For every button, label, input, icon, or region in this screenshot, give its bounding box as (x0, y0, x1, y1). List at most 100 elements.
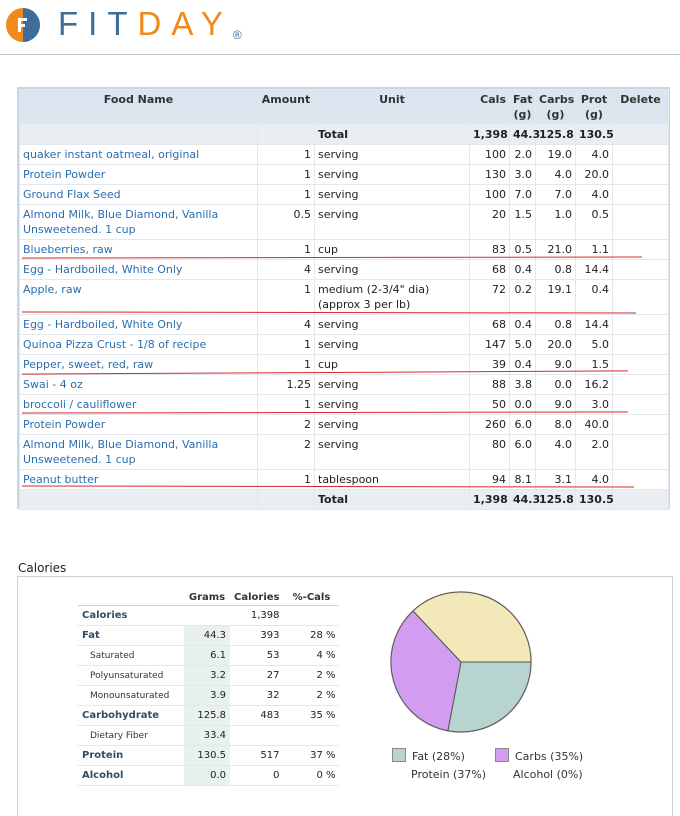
calories-panel (17, 576, 673, 816)
legend-carbs-label: Carbs (35%) (515, 750, 584, 763)
food-amount[interactable]: 1 (257, 144, 315, 165)
nutrient-calories: 1,398 (230, 605, 284, 626)
food-unit[interactable]: serving (314, 164, 470, 185)
food-prot: 5.0 (575, 334, 613, 355)
food-cals: 20 (469, 204, 510, 240)
food-carbs: 3.1 (535, 469, 576, 490)
food-amount[interactable]: 1 (257, 164, 315, 185)
food-fat: 7.0 (509, 184, 536, 205)
nutrient-pct (283, 725, 340, 746)
col-prot[interactable]: Prot (g) (575, 89, 613, 125)
nutrient-row: Protein 130.5 517 37 % (78, 745, 340, 766)
nutrient-calories: 517 (230, 745, 284, 766)
food-amount[interactable]: 1 (257, 334, 315, 355)
food-amount[interactable]: 0.5 (257, 204, 315, 240)
food-name-link[interactable]: Swai - 4 oz (19, 374, 258, 395)
food-unit[interactable]: serving (314, 314, 470, 335)
food-name-link[interactable]: Almond Milk, Blue Diamond, Vanilla Unswe… (19, 204, 258, 240)
nutrient-grams: 0.0 (184, 765, 230, 786)
nutrient-calories: 0 (230, 765, 284, 786)
food-amount[interactable]: 4 (257, 314, 315, 335)
food-carbs: 20.0 (535, 334, 576, 355)
nutrient-label: Monounsaturated (78, 685, 184, 706)
food-name-link[interactable]: Egg - Hardboiled, White Only (19, 314, 258, 335)
legend-fat: Fat (28%) (392, 748, 465, 763)
delete-cell[interactable] (612, 434, 669, 470)
food-unit[interactable]: serving (314, 414, 470, 435)
food-name-link[interactable]: Quinoa Pizza Crust - 1/8 of recipe (19, 334, 258, 355)
nutrient-row: Dietary Fiber 33.4 (78, 725, 340, 746)
food-unit[interactable]: medium (2-3/4" dia) (approx 3 per lb) (314, 279, 470, 315)
col-carbs[interactable]: Carbs (g) (535, 89, 576, 125)
food-name-link[interactable]: Protein Powder (19, 414, 258, 435)
food-row: Apple, raw 1 medium (2-3/4" dia) (approx 3… (19, 279, 669, 315)
nutrient-pct: 37 % (283, 745, 340, 766)
delete-cell[interactable] (612, 204, 669, 240)
col-fat[interactable]: Fat (g) (509, 89, 536, 125)
food-prot: 14.4 (575, 259, 613, 280)
nutrient-summary-table: Grams Calories %-Cals Calories 1,398 Fat 44… (78, 590, 340, 786)
food-row: Protein Powder 1 serving 130 3.0 4.0 20.0 (19, 164, 669, 185)
food-unit[interactable]: serving (314, 204, 470, 240)
food-name-link[interactable]: Almond Milk, Blue Diamond, Vanilla Unswe… (19, 434, 258, 470)
food-fat: 6.0 (509, 414, 536, 435)
delete-cell[interactable] (612, 314, 669, 335)
food-prot: 20.0 (575, 164, 613, 185)
food-prot: 40.0 (575, 414, 613, 435)
nutrient-label: Calories (78, 605, 184, 626)
delete-cell[interactable] (612, 414, 669, 435)
food-unit[interactable]: serving (314, 144, 470, 165)
food-unit[interactable]: serving (314, 434, 470, 470)
pie-slice-carbs (390, 610, 462, 732)
food-amount[interactable]: 2 (257, 434, 315, 470)
delete-cell[interactable] (612, 144, 669, 165)
total-label: Total (314, 124, 470, 145)
delete-cell[interactable] (612, 334, 669, 355)
food-fat: 6.0 (509, 434, 536, 470)
nutrient-row: Alcohol 0.0 0 0 % (78, 765, 340, 786)
food-amount[interactable]: 1.25 (257, 374, 315, 395)
food-amount[interactable]: 1 (257, 279, 315, 315)
nutrient-pct: 2 % (283, 665, 340, 686)
food-name-link[interactable]: quaker instant oatmeal, original (19, 144, 258, 165)
food-name-link[interactable]: Egg - Hardboiled, White Only (19, 259, 258, 280)
food-amount[interactable]: 4 (257, 259, 315, 280)
fitday-logo-icon[interactable] (5, 7, 41, 43)
nutrient-pct: 4 % (283, 645, 340, 666)
col-food-name[interactable]: Food Name (19, 89, 258, 125)
food-name-link[interactable]: Protein Powder (19, 164, 258, 185)
food-unit[interactable]: tablespoon (314, 469, 470, 490)
food-unit[interactable]: serving (314, 374, 470, 395)
col-amount[interactable]: Amount (257, 89, 315, 125)
delete-cell[interactable] (612, 259, 669, 280)
food-fat: 0.4 (509, 354, 536, 375)
delete-cell[interactable] (612, 184, 669, 205)
delete-cell[interactable] (612, 374, 669, 395)
food-name-link[interactable]: Pepper, sweet, red, raw (19, 354, 258, 375)
food-unit[interactable]: serving (314, 394, 470, 415)
nutrient-grams: 125.8 (184, 705, 230, 726)
delete-cell[interactable] (612, 164, 669, 185)
food-unit[interactable]: serving (314, 184, 470, 205)
total-row-bottom: Total 1,398 44.3 125.8 130.5 (19, 489, 669, 510)
pie-slice-protein (412, 591, 532, 663)
fat-swatch (392, 748, 406, 762)
food-amount[interactable]: 2 (257, 414, 315, 435)
food-unit[interactable]: serving (314, 334, 470, 355)
food-name-link[interactable]: Apple, raw (19, 279, 258, 315)
food-name-link[interactable]: Ground Flax Seed (19, 184, 258, 205)
food-cals: 100 (469, 144, 510, 165)
total-prot: 130.5 (575, 124, 614, 145)
food-unit[interactable]: serving (314, 259, 470, 280)
col-unit[interactable]: Unit (314, 89, 470, 125)
food-log-table: Food Name Amount Unit Cals Fat (g) Carbs… (19, 89, 669, 510)
col-cals[interactable]: Cals (469, 89, 510, 125)
total-cals: 1,398 (469, 489, 510, 510)
food-amount[interactable]: 1 (257, 184, 315, 205)
nutrient-row: Carbohydrate 125.8 483 35 % (78, 705, 340, 726)
fitday-logo-text[interactable]: FITDAY® (58, 5, 242, 43)
total-fat: 44.3 (509, 124, 540, 145)
delete-cell[interactable] (612, 279, 669, 315)
nutrient-grams: 44.3 (184, 625, 230, 646)
delete-cell[interactable] (612, 354, 669, 375)
